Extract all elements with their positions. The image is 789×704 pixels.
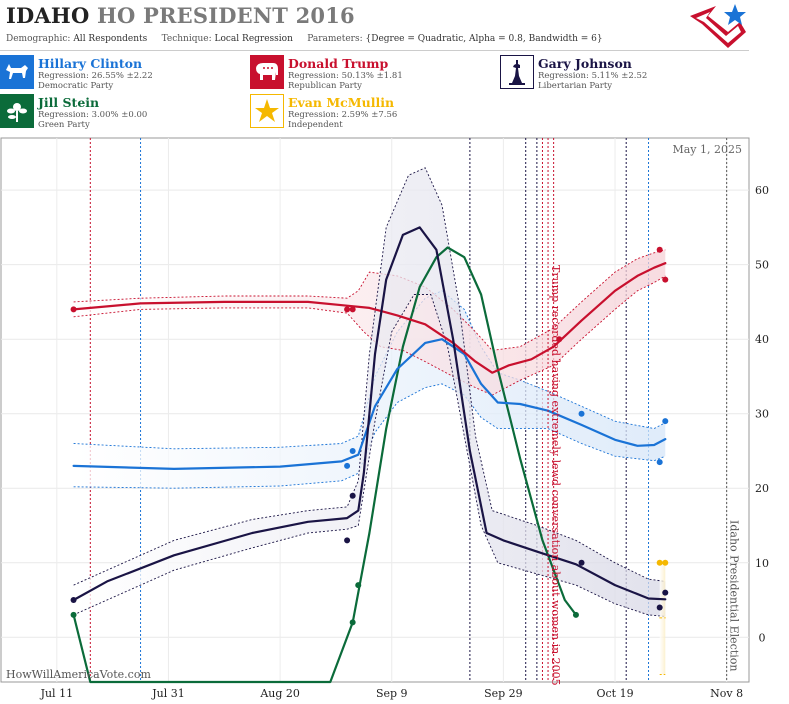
watermark: HowWillAmericaVote.com [6,668,151,681]
candidate-party: Democratic Party [38,81,114,91]
poll-point [662,589,669,596]
annotation-label: Trump recorded having extremely lewd con… [549,265,562,686]
candidate-regression: Regression: 5.11% ±2.52 [538,71,648,81]
x-tick-label: Aug 20 [259,687,300,700]
series-line [72,338,667,470]
candidate-party: Republican Party [288,81,362,91]
x-tick-label: Nov 8 [710,687,743,700]
confidence-band [73,167,666,617]
candidate-panel-trump: Donald Trump Regression: 50.13% ±1.81 Re… [250,55,495,91]
flower-icon [0,94,34,128]
confidence-band [73,249,666,396]
technique-label: Technique: [161,34,212,44]
series-line [72,262,667,374]
poll-point [556,336,563,343]
poll-point [344,537,351,544]
y-tick-label: 40 [755,333,769,346]
site-logo-icon [690,4,746,48]
x-tick-label: Sep 29 [484,687,523,700]
poll-point [662,559,669,566]
candidate-name: Evan McMullin [288,95,395,110]
demographic-value: All Respondents [73,34,148,44]
confidence-upper [73,290,666,450]
poll-point [572,611,579,618]
candidate-regression: Regression: 3.00% ±0.00 [38,110,148,120]
technique-value: Local Regression [214,34,293,44]
donkey-icon [0,55,34,89]
candidate-party: Libertarian Party [538,81,613,91]
poll-point [578,410,585,417]
poll-point [344,462,351,469]
confidence-upper [73,167,666,586]
poll-point [349,619,356,626]
poll-point [355,582,362,589]
poll-point [578,559,585,566]
y-tick-label: 20 [755,482,769,495]
poll-point [349,447,356,454]
header-divider [0,50,749,51]
page-title: IDAHO HO PRESIDENT 2016 [6,3,355,28]
title-state: IDAHO [6,3,90,28]
confidence-band [659,561,666,675]
candidate-panel-stein: Jill Stein Regression: 3.00% ±0.00 Green… [0,94,245,130]
candidate-regression: Regression: 2.59% ±7.56 [288,110,398,120]
candidate-name: Jill Stein [38,95,100,110]
chart-date: May 1, 2025 [672,143,742,156]
poll-point [656,246,663,253]
candidate-party: Independent [288,120,343,130]
candidate-party: Green Party [38,120,90,130]
candidate-panel-clinton: Hillary Clinton Regression: 26.55% ±2.22… [0,55,245,91]
series-line [72,246,578,684]
title-rest: HO PRESIDENT 2016 [96,3,355,28]
confidence-upper [73,249,666,351]
liberty-icon [500,55,534,89]
y-tick-label: 50 [755,259,769,272]
poll-point [349,492,356,499]
candidate-panel-johnson: Gary Johnson Regression: 5.11% ±2.52 Lib… [500,55,745,91]
poll-point [656,604,663,611]
confidence-lower [73,383,666,489]
parameters-line: Demographic: All Respondents Technique: … [6,34,603,44]
elephant-icon [250,55,284,89]
y-tick-label: 0 [759,631,766,644]
candidate-regression: Regression: 50.13% ±1.81 [288,71,403,81]
candidate-panel-mcmullin: Evan McMullin Regression: 2.59% ±7.56 In… [250,94,495,130]
polling-chart: Trump recorded having extremely lewd con… [0,137,789,704]
poll-point [656,459,663,466]
x-tick-label: Jul 11 [40,687,74,700]
x-tick-label: Oct 19 [596,687,633,700]
poll-point [70,611,77,618]
confidence-lower [73,294,666,617]
poll-point [70,306,77,313]
x-tick-label: Jul 31 [151,687,185,700]
poll-point [656,559,663,566]
candidate-name: Hillary Clinton [38,56,143,71]
demographic-label: Demographic: [6,34,71,44]
parameters-label: Parameters: [307,34,363,44]
poll-point [662,418,669,425]
x-tick-label: Sep 9 [376,687,408,700]
poll-point [662,276,669,283]
annotation-label: Idaho Presidential Election [728,520,741,672]
candidate-regression: Regression: 26.55% ±2.22 [38,71,153,81]
candidate-name: Donald Trump [288,56,389,71]
series-line [72,226,667,602]
star-icon [250,94,284,128]
poll-point [70,597,77,604]
poll-point [344,306,351,313]
y-tick-label: 60 [755,184,769,197]
poll-point [349,306,356,313]
y-tick-label: 30 [755,408,769,421]
chart-header: IDAHO HO PRESIDENT 2016 Demographic: All… [0,0,749,50]
parameters-value: {Degree = Quadratic, Alpha = 0.8, Bandwi… [365,34,603,44]
y-tick-label: 10 [755,557,769,570]
candidate-name: Gary Johnson [538,56,632,71]
